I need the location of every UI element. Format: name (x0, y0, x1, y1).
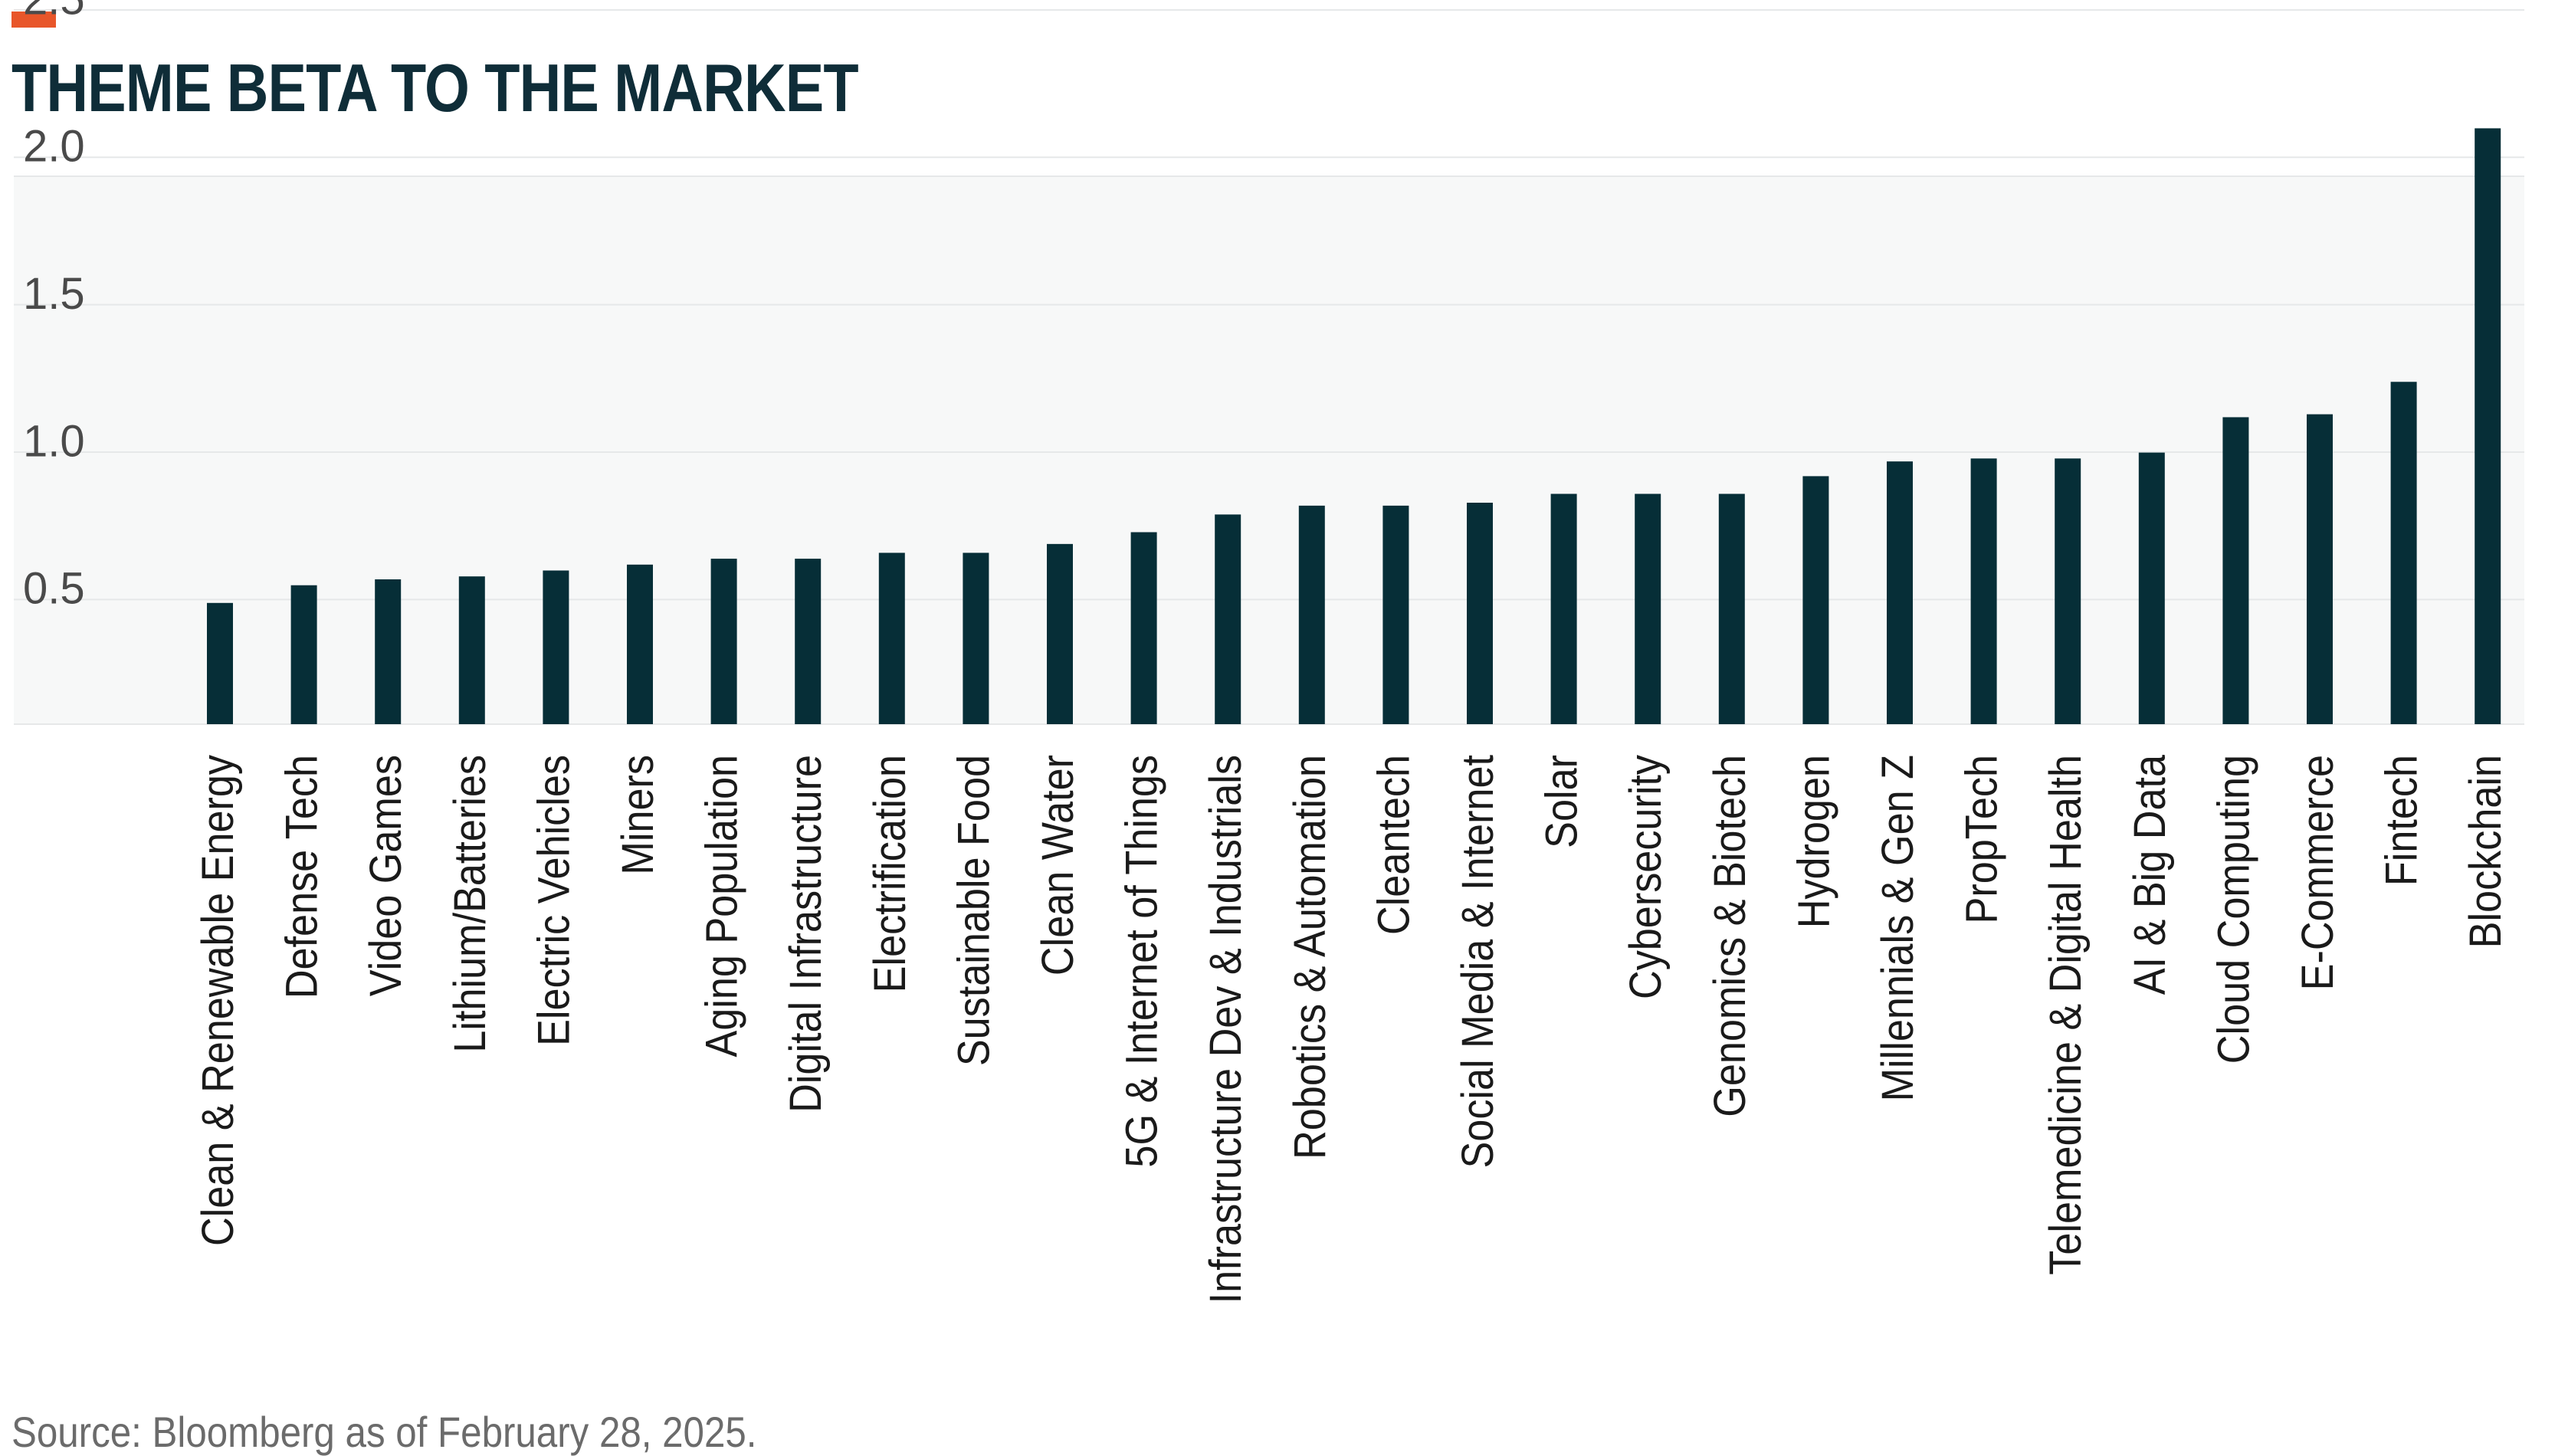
plot-background (14, 176, 2524, 724)
category-label: Millennials & Gen Z (1872, 755, 1922, 1101)
bar (375, 579, 402, 724)
bar (1718, 494, 1745, 724)
category-label: Electrification (864, 755, 914, 992)
category-label: Cloud Computing (2209, 755, 2258, 1064)
bar (1215, 514, 1241, 724)
bar (1382, 505, 1409, 724)
category-label: Telemedicine & Digital Health (2041, 755, 2091, 1275)
category-label: Blockchain (2461, 755, 2511, 948)
category-label: Robotics & Automation (1284, 755, 1334, 1159)
category-label: Aging Population (697, 755, 746, 1058)
category-label: Social Media & Internet (1452, 755, 1502, 1169)
category-label: 5G & Internet of Things (1117, 755, 1166, 1168)
bar (1550, 494, 1577, 724)
bar (1298, 505, 1325, 724)
category-label: Digital Infrastructure (781, 755, 831, 1113)
bar (710, 559, 737, 724)
category-label: Genomics & Biotech (1704, 755, 1754, 1117)
y-tick-label: 2.0 (23, 122, 85, 172)
bar (1130, 532, 1157, 724)
y-tick-label: 1.0 (23, 416, 85, 466)
bars (207, 128, 2501, 724)
y-tick-label: 2.5 (23, 0, 85, 24)
category-label: Sustainable Food (949, 755, 999, 1066)
bar (627, 564, 653, 724)
bar (795, 559, 822, 724)
bar (207, 602, 233, 724)
category-label: Fintech (2376, 755, 2426, 886)
bar (2307, 414, 2333, 724)
category-label: Hydrogen (1789, 755, 1838, 928)
category-label: Video Games (361, 755, 411, 996)
category-label: Infrastructure Dev & Industrials (1201, 755, 1251, 1304)
chart-title: THEME BETA TO THE MARKET (11, 50, 859, 126)
category-label: Solar (1537, 755, 1586, 848)
bar (543, 570, 569, 724)
bar (2138, 452, 2165, 724)
category-label: Cybersecurity (1621, 755, 1671, 999)
category-label: Defense Tech (277, 755, 326, 999)
bar (1635, 494, 1661, 724)
bar (878, 553, 905, 724)
bar (458, 576, 485, 724)
source-note: Source: Bloomberg as of February 28, 202… (11, 1408, 757, 1456)
bar (2475, 128, 2501, 724)
category-label: PropTech (1956, 755, 2006, 923)
bar (1887, 461, 1913, 724)
category-label: Clean & Renewable Energy (192, 755, 242, 1246)
category-label: E-Commerce (2292, 755, 2342, 990)
category-label: Cleantech (1369, 755, 1419, 935)
bar (2055, 458, 2081, 724)
bar (1970, 458, 1997, 724)
bar (963, 553, 989, 724)
bar (1047, 543, 1073, 724)
y-tick-label: 0.5 (23, 564, 85, 614)
category-label: Miners (612, 755, 662, 875)
bar (1467, 503, 1493, 724)
bar (2222, 417, 2249, 724)
bar (290, 585, 317, 724)
category-label: Electric Vehicles (529, 755, 579, 1046)
category-label: AI & Big Data (2124, 755, 2174, 995)
y-axis-ticks: 0.5 1.0 1.5 2.0 2.5 (23, 0, 85, 614)
y-tick-label: 1.5 (23, 269, 85, 319)
category-label: Lithium/Batteries (444, 755, 494, 1053)
gridlines (14, 8, 2524, 725)
bar (1802, 476, 1829, 724)
bar (2390, 382, 2417, 724)
category-label: Clean Water (1032, 755, 1082, 976)
accent-bar (11, 11, 56, 28)
category-labels: Clean & Renewable Energy Defense Tech Vide… (192, 755, 2510, 1304)
